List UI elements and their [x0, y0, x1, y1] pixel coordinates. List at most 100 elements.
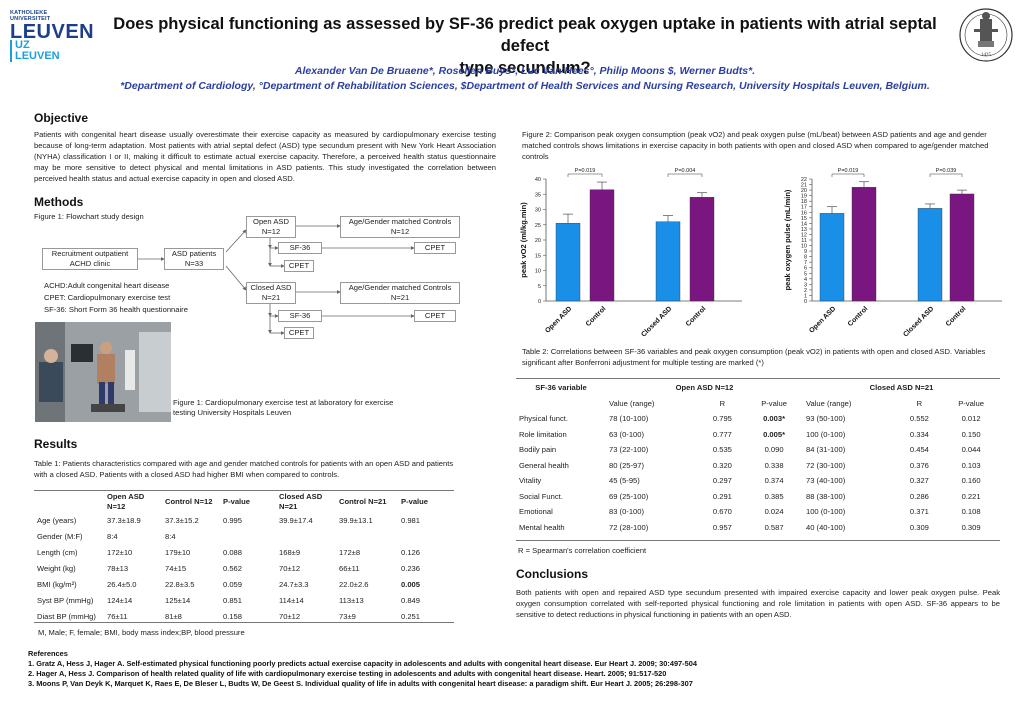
table2-cell: 0.090 — [764, 445, 784, 455]
table2-cell: 45 (5-95) — [609, 476, 640, 486]
table1-cell: Weight (kg) — [37, 563, 76, 573]
table2-cell: 40 (40-100) — [805, 522, 846, 532]
table2-cell: Mental health — [519, 522, 565, 532]
y-tick-label: 2 — [804, 288, 807, 294]
table1-cell — [276, 528, 336, 544]
table1-cell: 74±15 — [165, 563, 187, 573]
table1-cell: 22.8±3.5 — [165, 579, 195, 589]
objective-text: Patients with congenital heart disease u… — [34, 130, 496, 183]
table1-cell: 113±13 — [339, 595, 364, 605]
table2-cell: 73 (22-100) — [609, 445, 649, 455]
x-category-label: Control — [847, 305, 870, 328]
table1-header-row: Open ASD N=12 Control N=12 P-value Close… — [34, 492, 454, 512]
logo-leuven-text: LEUVEN — [10, 21, 95, 43]
table2-row: General health 80 (25-97) 0.320 0.338 72 (30… — [516, 458, 1000, 474]
table1-cell: 0.236 — [401, 563, 421, 573]
flow-closed-asd: Closed ASD N=21 — [246, 282, 296, 304]
table2-cell: 0.221 — [961, 491, 981, 501]
table1-row: Diast BP (mmHg) 76±11 81±8 0.158 70±12 73±9 0.… — [34, 608, 454, 624]
y-tick-label: 14 — [801, 221, 807, 227]
flow-sf36-closed: SF-36 — [278, 310, 322, 322]
table2-bottom-rule — [516, 540, 1000, 541]
x-category-label: Control — [945, 305, 968, 328]
abbreviation-sf36: SF-36: Short Form 36 health questionnair… — [44, 305, 188, 314]
seal-year: 1425 — [981, 53, 992, 58]
references: References 1. Gratz A, Hess J, Hager A. … — [28, 649, 1008, 689]
table2-cell: 0.376 — [909, 460, 929, 470]
figure2-caption: Figure 2: Comparison peak oxygen consump… — [522, 130, 989, 161]
flow-cpet-open: CPET — [284, 260, 314, 272]
table2-cell: 0.150 — [961, 429, 981, 439]
table2-cell: 0.024 — [764, 507, 784, 517]
y-tick-label: 16 — [801, 210, 807, 216]
table1-cell: 0.158 — [223, 611, 243, 621]
y-axis-label: peak oxygen pulse (mL/min) — [783, 189, 792, 290]
y-tick-label: 17 — [801, 205, 807, 211]
p-value-annotation: P=0.019 — [838, 168, 859, 174]
y-tick-label: 18 — [801, 199, 807, 205]
y-tick-label: 0 — [804, 299, 807, 305]
table2-cell: 63 (0-100) — [609, 429, 645, 439]
table2-group-header-cell: Closed ASD N=21 — [869, 382, 934, 392]
table1-row: Syst BP (mmHg) 124±14 125±14 0.851 114±14 113… — [34, 592, 454, 608]
bar — [819, 213, 845, 302]
table1-cell: 0.995 — [223, 515, 243, 525]
table1-cell: 37.3±15.2 — [165, 515, 199, 525]
reference-item: 3. Moons P, Van Deyk K, Marquet K, Raes … — [28, 679, 693, 688]
table1-header-cell: Closed ASD N=21 — [279, 492, 323, 511]
table1-cell: 0.851 — [223, 595, 243, 605]
abbreviation-cpet: CPET: Cardiopulmonary exercise test — [44, 293, 171, 302]
table1-cell: 168±9 — [279, 547, 301, 557]
table2-cell: Role limitation — [519, 429, 567, 439]
table2-group-header-row: SF-36 variable Open ASD N=12 Closed ASD … — [516, 380, 1000, 396]
x-category-label: Open ASD — [808, 305, 837, 334]
table2-cell: 0.777 — [712, 429, 732, 439]
table2-cell: 0.327 — [909, 476, 929, 486]
y-tick-label: 30 — [535, 208, 541, 214]
table2-row: Social Funct. 69 (25-100) 0.291 0.385 88 (38… — [516, 489, 1000, 505]
table1-cell: 0.126 — [401, 547, 421, 557]
flow-cpet-closed: CPET — [284, 327, 314, 339]
affiliations: *Department of Cardiology, °Department o… — [120, 80, 930, 92]
results-heading: Results — [34, 437, 78, 451]
table1-footnote: M, Male; F, female; BMI, body mass index… — [38, 628, 245, 637]
table2-cell: 100 (0-100) — [805, 429, 846, 439]
logo-university-text: KATHOLIEKE UNIVERSITEIT — [10, 10, 51, 22]
flow-controls-open: Age/Gender matched Controls N=12 — [340, 216, 460, 238]
conclusions-heading: Conclusions — [516, 567, 589, 581]
table1-row: Weight (kg) 78±13 74±15 0.562 70±12 66±11 0.23… — [34, 560, 454, 576]
table1-cell — [220, 528, 276, 544]
table1-row: Gender (M:F) 8:4 8:4 — [34, 528, 454, 544]
table2-sub-header-cell: R — [916, 398, 923, 408]
table2-sub-header-row: Value (range) R P-value Value (range) R … — [516, 396, 1000, 412]
table2-cell: General health — [519, 460, 569, 470]
table1-cell: 172±10 — [107, 547, 133, 557]
table1-cell: Length (cm) — [37, 547, 78, 557]
title-line-2: type secundum? — [459, 59, 591, 77]
table2-cell: 0.374 — [764, 476, 784, 486]
p-value-annotation: P=0.004 — [675, 168, 696, 174]
table1-cell: Syst BP (mmHg) — [37, 595, 94, 605]
bar — [917, 208, 943, 302]
flow-open-asd: Open ASD N=12 — [246, 216, 296, 238]
y-tick-label: 1 — [804, 293, 807, 299]
table2-cell: 0.003* — [763, 414, 786, 424]
y-tick-label: 20 — [801, 188, 807, 194]
table2-cell: 0.044 — [961, 445, 981, 455]
table2-footnote: R = Spearman's correlation coefficient — [518, 546, 647, 555]
table2-cell: Social Funct. — [519, 491, 563, 501]
table2-cell: 0.108 — [961, 507, 981, 517]
flow-controls-closed: Age/Gender matched Controls N=21 — [340, 282, 460, 304]
authors-block: Alexander Van De Bruaene*, Roselien Buys… — [100, 64, 950, 94]
table2-cell: Emotional — [519, 507, 553, 517]
table2-cell: 0.291 — [712, 491, 732, 501]
photo-caption: Figure 1: Cardiopulmonary exercise test … — [173, 398, 394, 417]
table2-cell: 83 (0-100) — [609, 507, 645, 517]
conclusions-text: Both patients with open and repaired ASD… — [516, 588, 1000, 619]
table2-cell: 0.957 — [712, 522, 732, 532]
table1-cell: 179±10 — [165, 547, 191, 557]
table1-cell: 76±11 — [107, 611, 128, 621]
table1-cell: Gender (M:F) — [37, 531, 83, 541]
y-tick-label: 20 — [535, 238, 541, 244]
table1-cell: 172±8 — [339, 547, 361, 557]
